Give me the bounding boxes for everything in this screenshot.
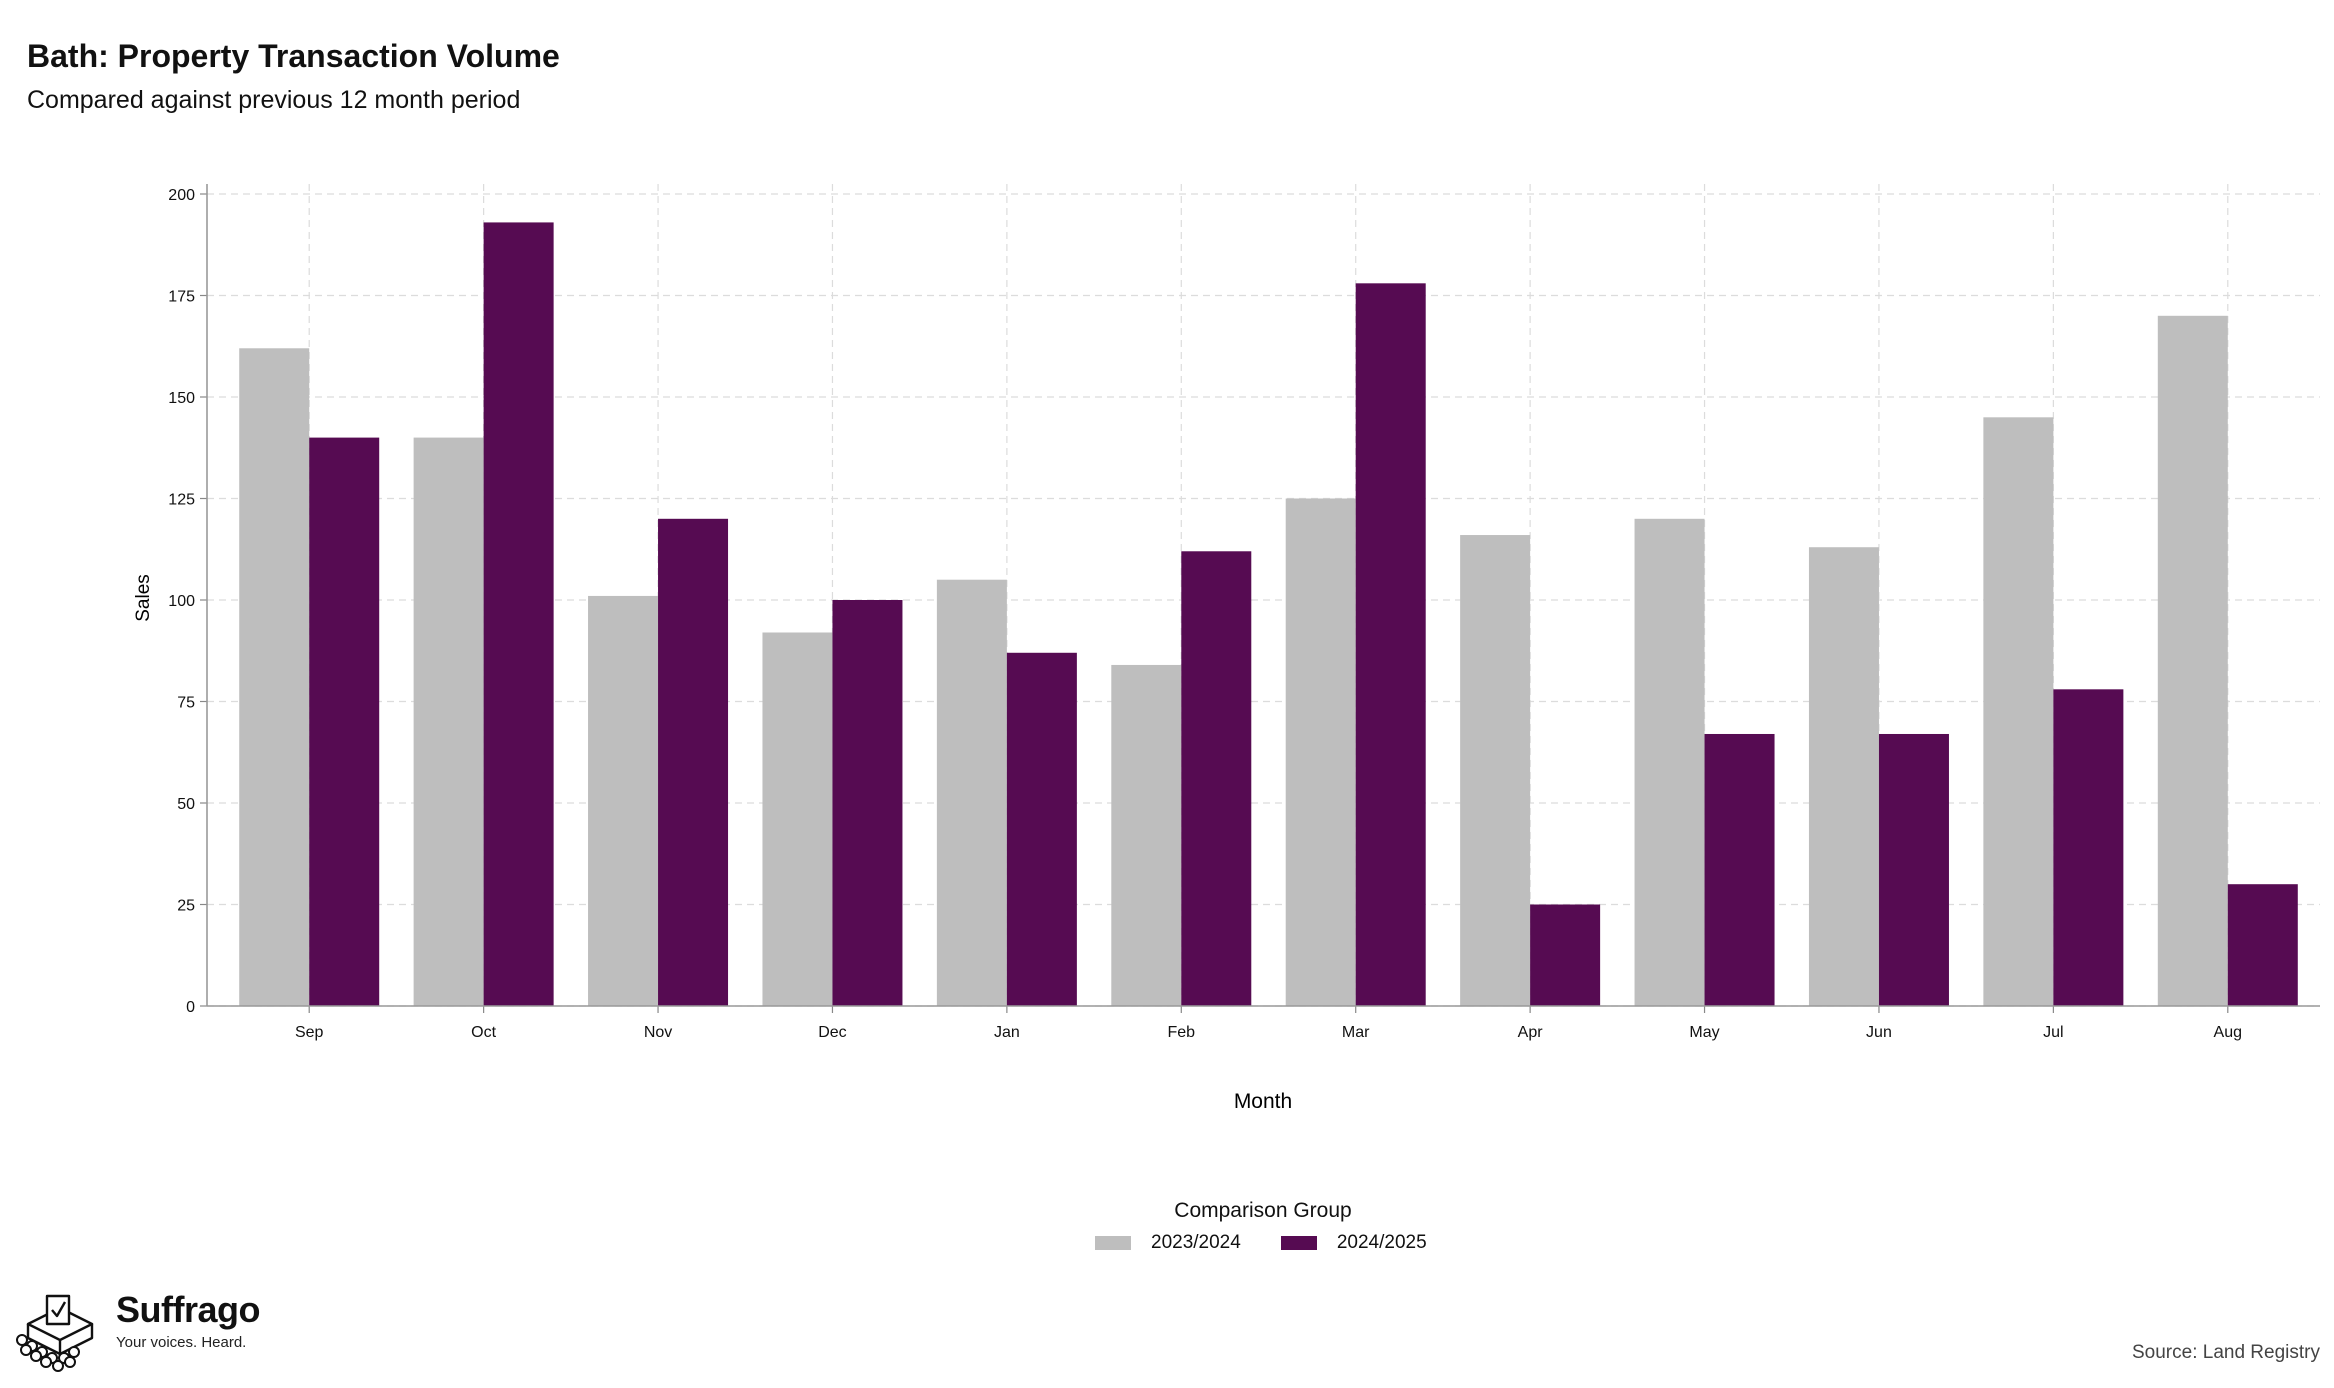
x-tick-label: Jun — [1866, 1024, 1892, 1041]
chart-subtitle: Compared against previous 12 month perio… — [27, 86, 521, 114]
brand-logo: Suffrago Your voices. Heard. — [14, 1289, 261, 1372]
bar-dec-series-0 — [762, 632, 833, 1006]
y-tick-label: 150 — [168, 390, 195, 407]
bar-mar-series-1 — [1355, 283, 1426, 1006]
source-note: Source: Land Registry — [2132, 1342, 2320, 1363]
bar-may-series-0 — [1634, 518, 1705, 1006]
bar-nov-series-0 — [588, 595, 659, 1006]
bar-feb-series-0 — [1111, 664, 1182, 1006]
x-axis-label: Month — [1234, 1090, 1292, 1113]
bar-mar-series-0 — [1285, 498, 1356, 1006]
legend: 2023/2024 2024/2025 — [1095, 1232, 1467, 1254]
legend-label-2023-2024: 2023/2024 — [1151, 1232, 1241, 1253]
y-tick-labels: 0 25 50 75 100 125 150 175 200 — [168, 187, 195, 1016]
legend-item-2023-2024: 2023/2024 — [1095, 1232, 1241, 1254]
legend-swatch-2024-2025 — [1280, 1236, 1317, 1250]
bar-sep-series-0 — [239, 348, 310, 1006]
bar-dec-series-1 — [832, 600, 903, 1006]
x-tick-labels: Sep Oct Nov Dec Jan Feb Mar Apr May Jun Jul Aug — [295, 1024, 2242, 1041]
y-tick-label: 125 — [168, 492, 195, 509]
x-tick-label: Apr — [1518, 1024, 1544, 1041]
y-tick-label: 25 — [177, 898, 195, 915]
bar-jun-series-1 — [1878, 733, 1949, 1006]
y-tick-label: 50 — [177, 796, 195, 813]
chart-title: Bath: Property Transaction Volume — [27, 38, 560, 74]
bar-oct-series-1 — [483, 222, 554, 1007]
x-tick-label: Nov — [644, 1024, 672, 1041]
bar-aug-series-1 — [2227, 884, 2298, 1006]
x-tick-label: Sep — [295, 1024, 324, 1041]
bar-jul-series-0 — [1983, 417, 2054, 1006]
y-tick-label: 0 — [186, 999, 195, 1016]
bar-jan-series-1 — [1006, 652, 1077, 1006]
legend-label-2024-2025: 2024/2025 — [1336, 1232, 1427, 1253]
bar-oct-series-0 — [413, 437, 484, 1007]
y-tick-label: 175 — [168, 289, 195, 306]
x-tick-label: Oct — [471, 1024, 496, 1041]
bar-apr-series-0 — [1460, 535, 1531, 1006]
x-tick-label: Jul — [2043, 1024, 2063, 1041]
bar-feb-series-1 — [1181, 551, 1252, 1006]
bars — [239, 222, 2298, 1007]
legend-item-2024-2025: 2024/2025 — [1280, 1232, 1427, 1254]
x-tick-label: Feb — [1168, 1024, 1196, 1041]
y-tick-label: 75 — [177, 695, 195, 712]
bar-nov-series-1 — [658, 518, 729, 1006]
brand-tagline: Your voices. Heard. — [116, 1334, 247, 1351]
x-tick-label: Jan — [994, 1024, 1020, 1041]
x-tick-label: May — [1689, 1024, 1719, 1041]
legend-title: Comparison Group — [1174, 1199, 1352, 1222]
brand-name: Suffrago — [116, 1289, 261, 1330]
axes — [200, 184, 2320, 1013]
bar-chart: 0 25 50 75 100 125 150 175 200 Sep Oct Nov Dec Jan Fe… — [133, 184, 2320, 1113]
x-tick-label: Dec — [818, 1024, 846, 1041]
bar-jun-series-0 — [1808, 547, 1879, 1006]
y-axis-label: Sales — [133, 574, 154, 622]
bar-jul-series-1 — [2053, 689, 2124, 1006]
bar-aug-series-0 — [2157, 315, 2228, 1006]
x-tick-label: Mar — [1342, 1024, 1370, 1041]
bar-apr-series-1 — [1530, 904, 1601, 1006]
legend-swatch-2023-2024 — [1095, 1236, 1131, 1250]
x-tick-label: Aug — [2214, 1024, 2242, 1041]
bar-may-series-1 — [1704, 733, 1775, 1006]
bar-sep-series-1 — [309, 437, 380, 1007]
ballot-box-crowd-icon — [16, 1294, 94, 1372]
y-tick-label: 200 — [168, 187, 195, 204]
y-tick-label: 100 — [168, 593, 195, 610]
bar-jan-series-0 — [936, 579, 1007, 1006]
